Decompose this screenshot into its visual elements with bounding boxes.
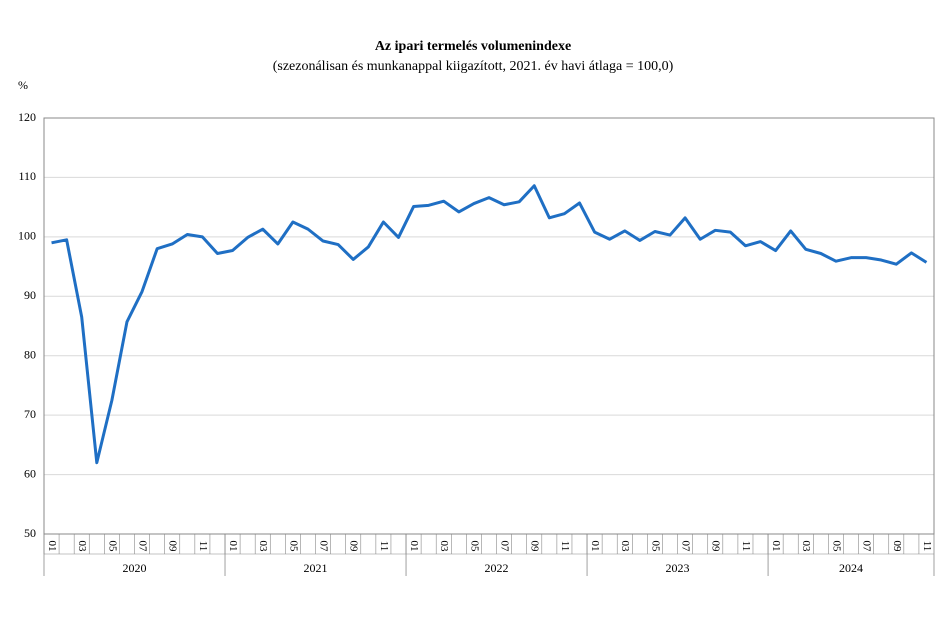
x-tick-label: 07	[137, 541, 149, 553]
y-tick-label: 80	[24, 347, 36, 361]
y-tick-label: 50	[24, 526, 36, 540]
y-tick-label: 70	[24, 407, 36, 421]
x-tick-label: 05	[287, 541, 299, 553]
x-tick-label: 05	[830, 541, 842, 553]
x-tick-label: 07	[499, 541, 511, 553]
chart-subtitle: (szezonálisan és munkanappal kiigazított…	[273, 59, 674, 74]
x-tick-label: 01	[770, 541, 782, 552]
year-label: 2021	[304, 561, 328, 575]
x-tick-label: 01	[227, 541, 239, 552]
chart-title: Az ipari termelés volumenindexe	[375, 39, 571, 54]
year-label: 2020	[123, 561, 147, 575]
x-tick-label: 11	[740, 541, 752, 552]
x-tick-label: 03	[619, 541, 631, 553]
year-label: 2023	[666, 561, 690, 575]
x-tick-label: 03	[438, 541, 450, 553]
plot-border	[43, 117, 935, 535]
x-tick-label: 09	[167, 541, 179, 553]
x-tick-label: 01	[589, 541, 601, 552]
x-tick-label: 03	[257, 541, 269, 553]
x-tick-label: 11	[921, 541, 933, 552]
x-tick-label: 09	[529, 541, 541, 553]
year-label: 2024	[839, 561, 863, 575]
y-tick-label: 60	[24, 466, 36, 480]
x-tick-label: 03	[800, 541, 812, 553]
x-tick-label: 11	[559, 541, 571, 552]
x-tick-label: 09	[710, 541, 722, 553]
x-tick-label: 07	[680, 541, 692, 553]
x-tick-label: 11	[378, 541, 390, 552]
y-unit: %	[18, 78, 28, 92]
x-tick-label: 05	[106, 541, 118, 553]
x-tick-label: 03	[76, 541, 88, 553]
x-tick-label: 09	[891, 541, 903, 553]
y-tick-label: 120	[18, 110, 36, 124]
x-tick-label: 05	[468, 541, 480, 553]
x-tick-label: 07	[861, 541, 873, 553]
y-tick-label: 110	[18, 169, 36, 183]
x-tick-label: 07	[318, 541, 330, 553]
year-label: 2022	[485, 561, 509, 575]
x-tick-label: 01	[46, 541, 58, 552]
x-tick-label: 05	[649, 541, 661, 553]
x-tick-label: 11	[197, 541, 209, 552]
y-tick-label: 100	[18, 229, 36, 243]
data-line	[51, 184, 928, 465]
y-tick-label: 90	[24, 288, 36, 302]
x-tick-label: 09	[348, 541, 360, 553]
x-tick-label: 01	[408, 541, 420, 552]
